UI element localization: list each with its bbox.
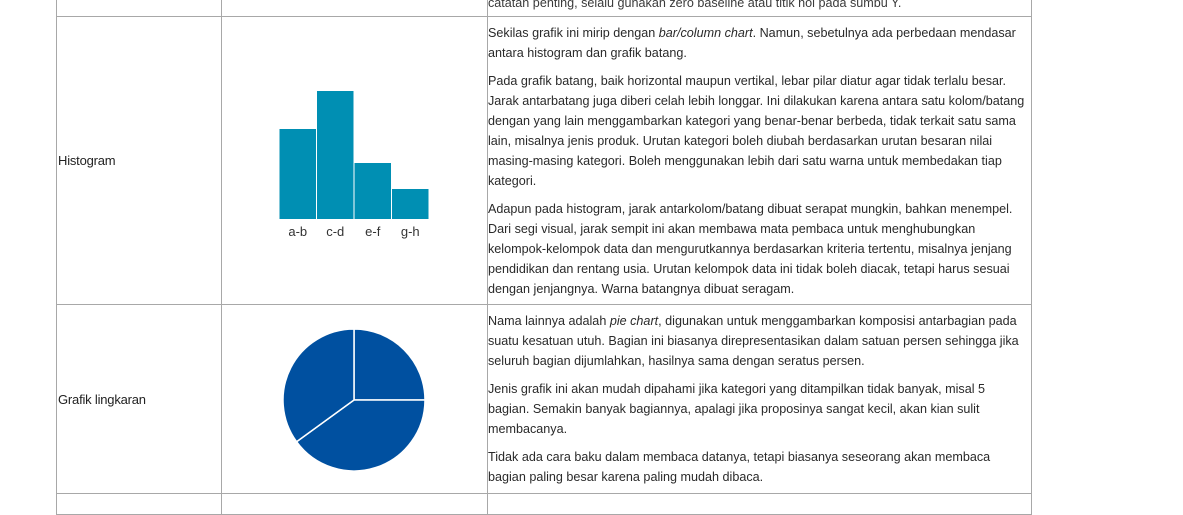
label-cell-histogram: Histogram [56, 16, 222, 305]
previous-row-text: catatan penting, selalu gunakan zero bas… [488, 0, 902, 10]
pie-p1-text-a: Nama lainnya adalah [488, 314, 610, 328]
histogram-p1-text-b: . Namun, sebetulnya ada perbedaan mendas… [488, 25, 1016, 60]
histogram-bar [392, 189, 429, 219]
table-row-pie: Grafik lingkaran Nama lainnya adalah pie… [56, 304, 1032, 494]
figure-cell [221, 0, 488, 17]
table-row-next [56, 493, 1032, 515]
pie-p1-emphasis: pie chart [609, 314, 659, 328]
table-row-histogram: Histogram a-b c-d e-f g-h Sekilas grafik in… [56, 16, 1032, 305]
pie-paragraph-1: Nama lainnya adalah pie chart, digunakan… [488, 311, 1031, 371]
pie-paragraph-2: Jenis grafik ini akan mudah dipahami jik… [488, 382, 986, 436]
histogram-chart: a-b c-d e-f g-h [279, 91, 429, 239]
description-cell [487, 493, 1032, 515]
figure-cell-pie [221, 304, 488, 494]
pie-slice [353, 328, 426, 401]
label-cell [56, 0, 222, 17]
histogram-paragraph-1: Sekilas grafik ini mirip dengan bar/colu… [488, 23, 1031, 63]
pie-paragraph-3: Tidak ada cara baku dalam membaca datany… [488, 450, 991, 484]
description-cell: catatan penting, selalu gunakan zero bas… [487, 0, 1032, 17]
chart-types-table: catatan penting, selalu gunakan zero bas… [56, 0, 1032, 515]
description-cell-histogram: Sekilas grafik ini mirip dengan bar/colu… [487, 16, 1032, 305]
histogram-p1-text-a: Sekilas grafik ini mirip dengan [488, 25, 659, 40]
page: catatan penting, selalu gunakan zero bas… [56, 0, 1032, 515]
pie-slice [282, 328, 355, 443]
description-cell-pie: Nama lainnya adalah pie chart, digunakan… [487, 304, 1032, 494]
histogram-tick-label: a-b [288, 224, 307, 239]
histogram-bar [279, 129, 316, 219]
histogram-p1-emphasis: bar/column chart [658, 25, 753, 40]
histogram-paragraph-3: Adapun pada histogram, jarak antarkolom/… [488, 201, 1013, 296]
pie-chart [282, 328, 426, 472]
row-label-histogram: Histogram [58, 153, 116, 168]
figure-cell-histogram: a-b c-d e-f g-h [221, 16, 488, 305]
histogram-tick-label: g-h [401, 224, 420, 239]
pie-slice [295, 399, 426, 472]
label-cell-pie: Grafik lingkaran [56, 304, 222, 494]
label-cell [56, 493, 222, 515]
histogram-tick-label: c-d [326, 224, 344, 239]
histogram-tick-label: e-f [365, 224, 381, 239]
row-label-pie: Grafik lingkaran [58, 391, 146, 407]
histogram-bar [354, 163, 391, 219]
histogram-paragraph-2: Pada grafik batang, baik horizontal maup… [488, 73, 1025, 188]
table-row-previous: catatan penting, selalu gunakan zero bas… [56, 0, 1032, 17]
pie-p1-text-b: , digunakan untuk menggambarkan komposis… [488, 314, 1019, 368]
figure-cell [221, 493, 488, 515]
histogram-bar [317, 91, 354, 219]
